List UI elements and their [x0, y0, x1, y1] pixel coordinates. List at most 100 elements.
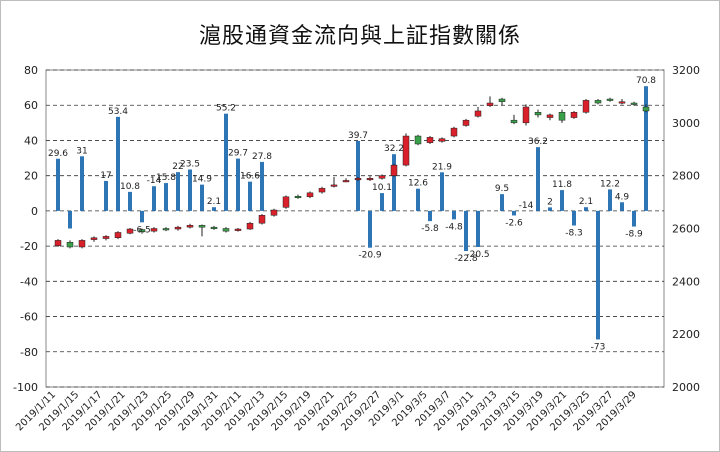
flow-bar: [356, 140, 360, 211]
left-axis-tick: 0: [31, 205, 38, 218]
candle-body: [402, 135, 410, 166]
chart-title: 滬股通資金流向與上証指數關係: [198, 24, 521, 49]
data-label: 22: [172, 162, 183, 172]
flow-bar: [104, 180, 108, 211]
flow-bar: [452, 210, 456, 220]
flow-bar: [476, 210, 480, 247]
flow-bar: [212, 207, 216, 211]
candle-body: [162, 228, 170, 231]
data-label: 53.4: [108, 107, 128, 117]
candle-body: [186, 225, 194, 228]
data-label: 27.8: [252, 152, 272, 162]
candle-body: [594, 100, 602, 104]
left-axis-tick: -20: [20, 240, 38, 253]
right-axis-tick: 2400: [672, 275, 700, 288]
data-label: 12.2: [600, 179, 620, 189]
data-label: 2.1: [579, 197, 593, 207]
candle-body: [546, 114, 554, 118]
data-label: 15.8: [156, 173, 176, 183]
left-axis-tick: 40: [24, 134, 38, 147]
data-label: -20.9: [358, 251, 382, 261]
data-label: -73: [591, 342, 606, 352]
candle-body: [426, 137, 434, 143]
data-label: 11.8: [552, 180, 572, 190]
flow-bar: [164, 183, 168, 211]
data-label: 70.8: [636, 76, 656, 86]
data-label: 31: [76, 146, 87, 156]
flow-bar: [56, 158, 60, 211]
flow-bar: [152, 186, 156, 211]
candle-body: [198, 225, 206, 228]
flow-bar: [596, 210, 600, 340]
flow-bar: [392, 154, 396, 211]
data-label: -20.5: [466, 250, 489, 260]
candle-body: [354, 178, 362, 181]
flow-bar: [188, 169, 192, 211]
candle-body: [642, 106, 650, 112]
data-label: 12.6: [408, 179, 428, 189]
data-label: 2: [547, 197, 553, 207]
candle-body: [342, 180, 350, 183]
left-axis-tick: -40: [20, 275, 38, 288]
right-axis-tick: 3200: [672, 64, 700, 77]
candle-body: [534, 112, 542, 116]
flow-bar: [416, 188, 420, 211]
data-label: 29.7: [228, 149, 248, 159]
data-label: -5.8: [421, 224, 439, 234]
data-label: -6.5: [133, 225, 151, 235]
data-label: 55.2: [216, 104, 236, 114]
left-axis-tick: 60: [24, 99, 38, 112]
data-label: 29.6: [48, 149, 68, 159]
candle-body: [498, 98, 506, 102]
data-label: -14: [147, 176, 162, 186]
flow-bar: [440, 172, 444, 211]
data-label: 36.2: [528, 137, 548, 147]
flow-bar: [260, 161, 264, 211]
data-label: -8.9: [625, 230, 643, 240]
data-label: 2.1: [207, 197, 221, 207]
candle-body: [510, 119, 518, 124]
candle-body: [102, 236, 110, 239]
candle-body: [390, 164, 398, 176]
flow-bar: [68, 210, 72, 229]
candle-body: [150, 228, 158, 232]
right-axis-tick: 2200: [672, 328, 700, 341]
flow-bar: [464, 210, 468, 252]
candle-body: [450, 127, 458, 137]
candle-body: [522, 106, 530, 124]
data-label: 23.5: [180, 160, 200, 170]
candle-body: [438, 138, 446, 142]
candle-body: [126, 228, 134, 234]
data-label: 21.9: [432, 162, 452, 172]
candle-body: [234, 228, 242, 231]
flow-bar: [560, 190, 564, 211]
flow-bar: [608, 189, 612, 211]
flow-bar: [644, 86, 648, 211]
left-axis-tick: 20: [24, 170, 38, 183]
flow-bar: [116, 116, 120, 211]
candle-body: [306, 192, 314, 198]
candle-body: [606, 98, 614, 101]
candle-body: [366, 178, 374, 181]
flow-bar: [572, 210, 576, 226]
flow-bar: [380, 193, 384, 211]
data-label: 10.8: [120, 182, 140, 192]
candle-body: [378, 175, 386, 179]
candle-body: [270, 209, 278, 216]
flow-bar: [500, 194, 504, 211]
flow-bar: [200, 184, 204, 211]
candle-body: [630, 102, 638, 105]
flow-bar: [428, 210, 432, 222]
data-label: 10.1: [372, 183, 392, 193]
left-axis-tick: -100: [13, 381, 38, 394]
flow-bar: [368, 210, 372, 248]
flow-bar: [140, 210, 144, 223]
right-axis-tick: 2600: [672, 223, 700, 236]
flow-bar: [176, 172, 180, 211]
left-axis-tick: -60: [20, 311, 38, 324]
left-axis-tick: -80: [20, 346, 38, 359]
flow-bar: [620, 202, 624, 211]
right-axis-tick: 2800: [672, 170, 700, 183]
flow-bar: [548, 207, 552, 211]
